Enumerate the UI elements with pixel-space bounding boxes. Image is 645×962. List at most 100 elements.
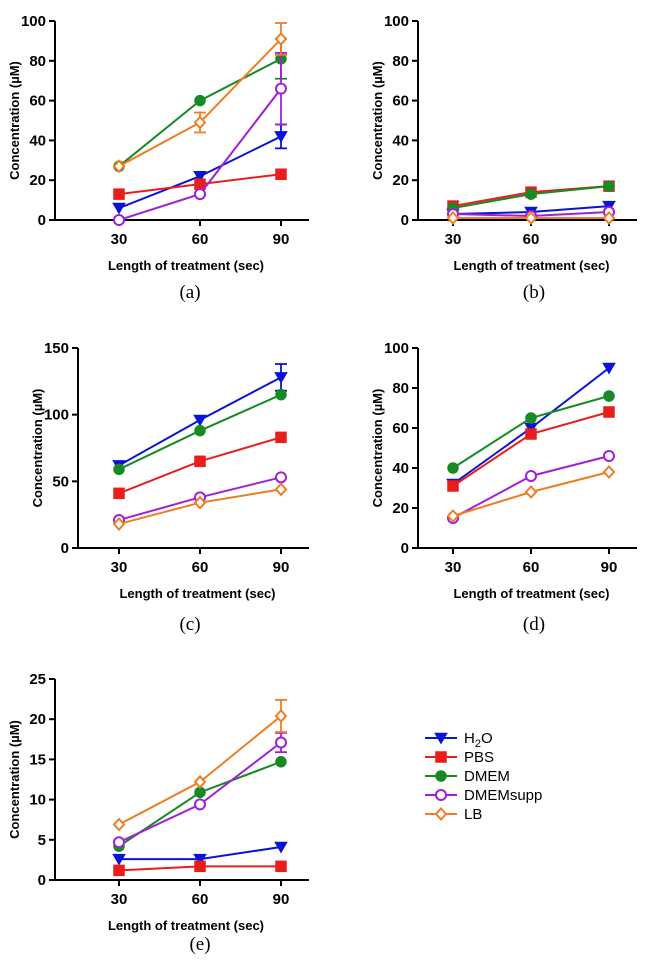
- data-point: [113, 463, 125, 476]
- y-axis-title: Concentration (µM): [30, 389, 45, 508]
- series-dmemsupp: [113, 51, 287, 226]
- data-point: [275, 756, 287, 768]
- y-tick-label: 100: [384, 340, 409, 357]
- data-point: [274, 31, 288, 46]
- x-tick-label: 60: [523, 231, 540, 248]
- data-point: [447, 480, 459, 492]
- legend-label: DMEM: [464, 768, 510, 785]
- series-pbs: [113, 860, 287, 877]
- legend-item: DMEMsupp: [425, 787, 542, 804]
- y-axis-title: Concentration (µM): [7, 61, 22, 180]
- panel-label: (d): [523, 614, 545, 635]
- x-tick-label: 60: [192, 891, 209, 908]
- series-lb: [112, 482, 288, 531]
- y-tick-label: 5: [38, 832, 46, 849]
- series-pbs: [447, 406, 615, 492]
- data-point: [603, 450, 615, 462]
- data-point: [446, 509, 460, 523]
- data-point: [525, 412, 537, 424]
- y-tick-label: 0: [38, 872, 46, 889]
- x-tick-label: 90: [601, 559, 618, 576]
- data-point: [274, 841, 288, 854]
- data-point: [112, 853, 126, 866]
- legend-marker: [434, 807, 448, 821]
- chart-panel: 0 50 100 150 30 60 90 Length of treatment (sec)…: [30, 340, 309, 635]
- chart-panel: 0 5 10 15 20 25 30 60 90 Length of treatment (sec…: [7, 671, 309, 955]
- series-pbs: [113, 431, 287, 500]
- y-axis-title: Concentration (µM): [7, 720, 22, 839]
- legend-item: DMEM: [425, 768, 510, 785]
- y-tick-label: 80: [392, 380, 409, 397]
- data-point: [113, 864, 125, 877]
- series-h2o: [112, 363, 288, 472]
- data-point: [524, 211, 538, 225]
- data-point: [112, 517, 126, 531]
- panel-label: (b): [523, 282, 545, 303]
- y-tick-label: 100: [21, 13, 46, 30]
- series-lb: [446, 465, 616, 523]
- x-axis-title: Length of treatment (sec): [108, 258, 264, 273]
- data-point: [274, 482, 288, 497]
- legend-label: LB: [464, 806, 482, 823]
- data-point: [194, 178, 206, 190]
- panel-label: (e): [189, 934, 210, 955]
- x-axis-title: Length of treatment (sec): [453, 258, 609, 273]
- x-axis-title: Length of treatment (sec): [119, 586, 275, 601]
- data-point: [603, 406, 615, 418]
- data-point: [193, 495, 207, 510]
- data-point: [193, 170, 207, 183]
- legend-label: DMEMsupp: [464, 787, 542, 804]
- x-tick-label: 60: [523, 559, 540, 576]
- data-point: [275, 736, 287, 749]
- data-point: [525, 428, 537, 440]
- data-point: [275, 168, 287, 180]
- y-axis-title: Concentration (µM): [370, 61, 385, 180]
- x-axis-title: Length of treatment (sec): [108, 918, 264, 933]
- data-point: [112, 202, 126, 215]
- data-point: [112, 817, 126, 832]
- legend-marker: [435, 751, 447, 763]
- chart-panel: 0 20 40 60 80 100 30 60 90 Length of treatment (s…: [370, 13, 637, 303]
- y-tick-label: 60: [29, 93, 46, 110]
- data-point: [446, 211, 460, 225]
- data-point: [275, 860, 287, 873]
- x-tick-label: 90: [601, 231, 618, 248]
- y-axis-title: Concentration (µM): [370, 389, 385, 508]
- chart-panel: 0 20 40 60 80 100 30 60 90 Length of treatment (s…: [370, 340, 637, 635]
- x-tick-label: 60: [192, 559, 209, 576]
- series-pbs: [113, 168, 287, 200]
- legend-item: LB: [425, 806, 482, 823]
- y-tick-label: 40: [29, 132, 46, 149]
- y-tick-label: 80: [29, 53, 46, 70]
- series-lb: [112, 22, 288, 174]
- y-tick-label: 50: [52, 473, 69, 490]
- y-tick-label: 10: [29, 792, 46, 809]
- series-h2o: [112, 841, 288, 866]
- x-tick-label: 90: [273, 891, 290, 908]
- legend-label: H2O: [464, 730, 493, 750]
- x-tick-label: 30: [111, 559, 128, 576]
- panel-label: (c): [179, 614, 200, 635]
- y-tick-label: 80: [392, 53, 409, 70]
- x-tick-label: 30: [111, 231, 128, 248]
- y-tick-label: 40: [392, 460, 409, 477]
- y-tick-label: 0: [61, 540, 69, 557]
- data-point: [113, 836, 125, 849]
- x-tick-label: 90: [273, 231, 290, 248]
- y-tick-label: 100: [44, 407, 69, 424]
- data-point: [524, 485, 538, 499]
- data-point: [602, 362, 616, 375]
- data-point: [603, 180, 615, 192]
- data-point: [274, 708, 288, 723]
- series-dmem: [447, 390, 615, 474]
- y-tick-label: 20: [392, 500, 409, 517]
- y-tick-label: 0: [401, 540, 409, 557]
- x-axis-title: Length of treatment (sec): [453, 586, 609, 601]
- y-tick-label: 20: [29, 172, 46, 189]
- data-point: [193, 115, 207, 130]
- data-point: [194, 455, 206, 468]
- data-point: [194, 798, 206, 811]
- data-point: [602, 465, 616, 479]
